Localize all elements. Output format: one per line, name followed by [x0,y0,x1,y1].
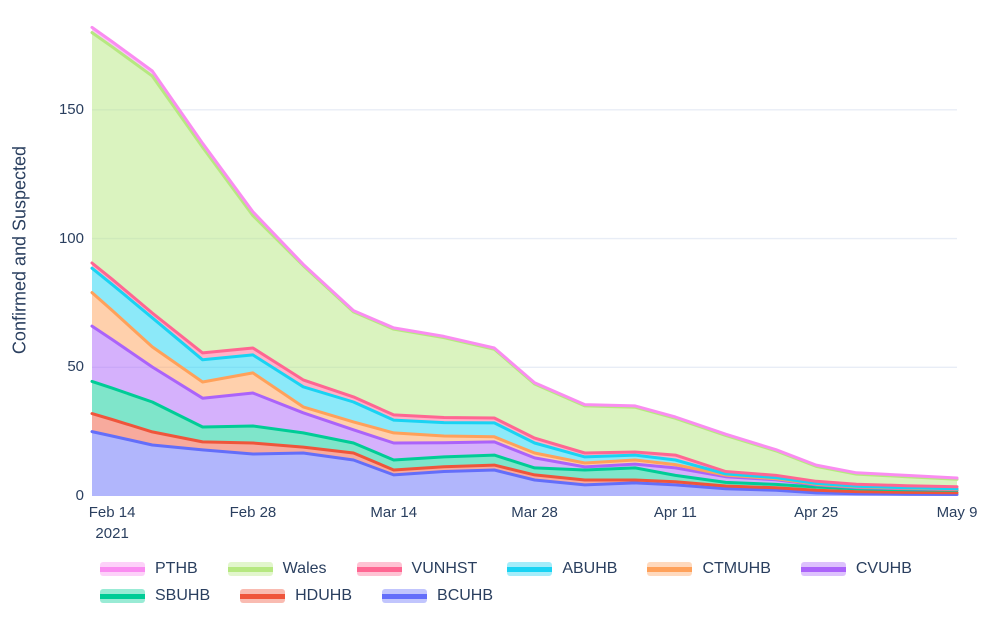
legend-item-wales[interactable]: Wales [227,560,327,578]
legend-label-abuhb: ABUHB [562,560,618,577]
legend-swatch-line [100,593,145,599]
y-axis-title: Confirmed and Suspected [9,145,30,355]
x-tick-label-apr-25: Apr 25 [794,504,839,521]
x-tick-label-mar-28: Mar 28 [511,504,558,521]
area-sbuhb [92,381,957,493]
y-tick-label-100: 100 [58,229,84,247]
legend-swatch-wales [227,562,273,576]
legend-swatch-abuhb [507,562,553,576]
legend-item-hduhb[interactable]: HDUHB [240,587,352,605]
legend-label-wales: Wales [282,560,327,577]
line-bcuhb [90,430,959,496]
line-hduhb [90,412,959,495]
area-abuhb [92,268,957,490]
x-tick-label-feb-14: Feb 14 2021 [57,502,167,544]
legend-label-vunhst: VUNHST [411,560,478,577]
legend-swatch-hduhb [240,589,286,603]
legend-item-bcuhb[interactable]: BCUHB [382,587,493,605]
plot-area[interactable] [0,0,993,556]
legend-item-cvuhb[interactable]: CVUHB [800,560,912,578]
legend-item-ctmuhb[interactable]: CTMUHB [647,560,771,578]
legend-swatch-line [227,566,273,572]
x-tick-label-feb-28: Feb 28 [229,504,277,521]
legend-swatch-bcuhb [382,589,428,603]
legend-label-pthb: PTHB [155,560,198,577]
x-tick-sublabel: 2021 [95,525,129,542]
legend-swatch-line [100,566,145,572]
legend-swatch-line [800,566,846,572]
legend-swatch-line [647,566,693,572]
legend: PTHB Wales VUNHST ABUHB CTMUHB CVUHB SBUHB HDUH… [100,560,970,605]
legend-swatch-sbuhb [100,589,145,603]
legend-swatch-pthb [100,562,145,576]
legend-label-sbuhb: SBUHB [155,587,211,604]
legend-label-ctmuhb: CTMUHB [702,560,771,577]
legend-label-bcuhb: BCUHB [437,587,494,604]
legend-swatch-line [507,566,553,572]
x-tick-label-apr-11: Apr 11 [653,504,697,521]
area-wales [92,32,957,487]
line-pthb [90,25,959,480]
area-cvuhb [92,326,957,491]
legend-label-hduhb: HDUHB [295,587,353,604]
line-sbuhb [90,379,959,492]
legend-item-sbuhb[interactable]: SBUHB [100,587,210,605]
line-vunhst [90,261,959,489]
legend-swatch-vunhst [356,562,402,576]
legend-swatch-line [240,593,286,599]
x-tick-label-mar-14: Mar 14 [370,504,418,521]
legend-label-cvuhb: CVUHB [855,560,912,577]
legend-item-pthb[interactable]: PTHB [100,560,198,578]
x-tick-label-may-9: May 9 [936,504,978,521]
y-tick-label-0: 0 [75,487,84,504]
legend-swatch-line [382,593,428,599]
legend-swatch-ctmuhb [647,562,693,576]
legend-item-vunhst[interactable]: VUNHST [356,560,478,578]
legend-swatch-cvuhb [800,562,846,576]
legend-item-abuhb[interactable]: ABUHB [507,560,617,578]
area-bcuhb [92,431,957,496]
line-abuhb [90,266,959,491]
y-tick-label-50: 50 [67,358,84,376]
y-tick-label-150: 150 [58,100,84,118]
legend-swatch-line [356,566,402,572]
